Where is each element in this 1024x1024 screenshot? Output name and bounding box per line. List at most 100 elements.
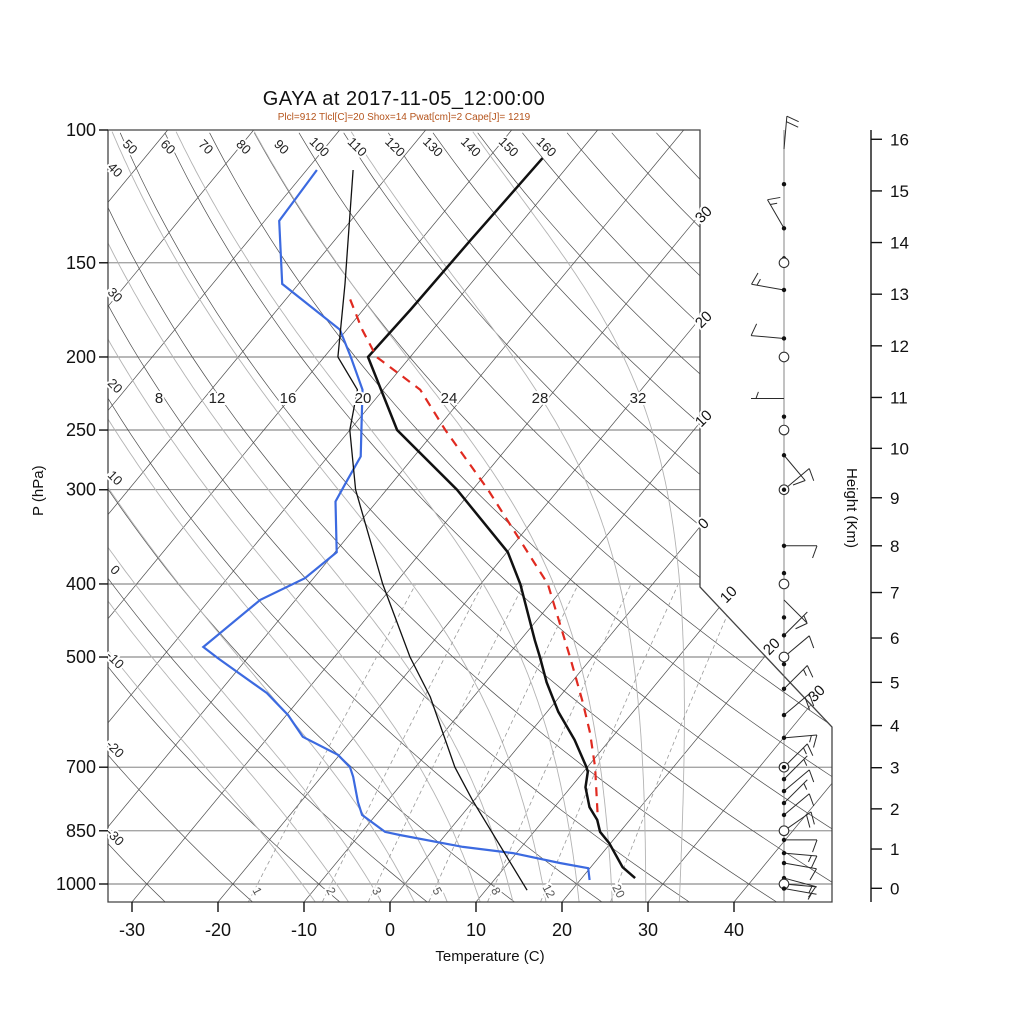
level-circle-marker (778, 578, 790, 590)
temperature-tick-label: -20 (205, 920, 231, 940)
svg-text:130: 130 (420, 134, 446, 160)
parcel-curve (347, 295, 599, 813)
svg-text:2: 2 (323, 885, 339, 898)
height-tick-label: 6 (890, 629, 899, 648)
height-tick-label: 2 (890, 800, 899, 819)
level-dot-marker (781, 336, 787, 341)
level-dot-marker (781, 453, 787, 458)
svg-text:12: 12 (539, 882, 558, 901)
chart-parameters: Plcl=912 Tlcl[C]=20 Shox=14 Pwat[cm]=2 C… (277, 112, 531, 123)
height-tick-label: 10 (890, 439, 909, 458)
svg-text:32: 32 (630, 390, 647, 407)
level-dot-marker (781, 226, 787, 231)
height-tick-label: 7 (890, 584, 899, 603)
level-dot-marker (781, 414, 787, 419)
height-tick-label: 5 (890, 673, 899, 692)
temperature-curve (366, 157, 636, 880)
level-dot-marker (781, 487, 787, 492)
svg-text:110: 110 (345, 134, 370, 159)
pressure-tick-label: 500 (66, 647, 96, 667)
svg-text:20: 20 (355, 390, 372, 407)
svg-text:-10: -10 (103, 648, 127, 672)
svg-text:150: 150 (496, 134, 522, 160)
level-circle-marker (778, 651, 790, 663)
height-tick-label: 0 (890, 879, 899, 898)
pressure-tick-label: 250 (66, 420, 96, 440)
temperature-axis-label: Temperature (C) (435, 948, 545, 965)
skewt-background (108, 130, 832, 902)
temperature-tick-label: -30 (119, 920, 145, 940)
svg-text:10: 10 (692, 407, 716, 431)
height-tick-label: 8 (890, 537, 899, 556)
height-tick-label: 1 (890, 840, 899, 859)
temperature-tick-label: 10 (466, 920, 486, 940)
temperature-tick-label: 0 (385, 920, 395, 940)
level-dot-marker (781, 543, 787, 548)
svg-text:0: 0 (107, 562, 123, 578)
level-dot-marker (781, 800, 787, 806)
sounding-curves (201, 157, 636, 891)
temperature-tick-label: 20 (552, 920, 572, 940)
level-dot-marker (781, 776, 787, 782)
svg-text:3: 3 (369, 885, 385, 898)
height-tick-label: 14 (890, 234, 909, 253)
height-tick-label: 15 (890, 182, 909, 201)
level-dot-marker (781, 712, 787, 718)
level-dot-marker (781, 615, 787, 620)
level-dot-marker (781, 860, 787, 866)
wind-barb-column (750, 115, 818, 902)
chart-title: GAYA at 2017-11-05_12:00:00 (262, 88, 546, 110)
pressure-tick-label: 300 (66, 480, 96, 500)
temperature-tick-label: 40 (724, 920, 744, 940)
level-dot-marker (781, 181, 787, 187)
pressure-tick-label: 200 (66, 347, 96, 367)
height-tick-label: 4 (890, 717, 899, 736)
pressure-tick-label: 100 (66, 120, 96, 140)
svg-text:5: 5 (429, 885, 445, 898)
level-dot-marker (781, 886, 787, 891)
level-dot-marker (781, 287, 787, 293)
level-dot-marker (781, 788, 787, 794)
svg-text:10: 10 (717, 583, 741, 607)
height-tick-label: 16 (890, 130, 909, 149)
svg-text:1: 1 (249, 885, 265, 898)
level-circle-marker (778, 351, 790, 363)
svg-text:160: 160 (534, 134, 560, 160)
height-tick-label: 11 (890, 388, 908, 407)
temperature-tick-label: -10 (291, 920, 317, 940)
level-dot-marker (781, 812, 787, 818)
dewpoint-curve (201, 169, 591, 881)
pressure-tick-label: 850 (66, 821, 96, 841)
level-circle-marker (778, 257, 790, 269)
svg-text:8: 8 (488, 885, 504, 898)
svg-text:24: 24 (441, 390, 458, 407)
svg-text:12: 12 (209, 390, 226, 407)
svg-text:80: 80 (233, 136, 254, 157)
svg-text:-20: -20 (103, 737, 127, 761)
level-dot-marker (781, 765, 787, 770)
pressure-tick-label: 150 (66, 253, 96, 273)
level-dot-marker (781, 570, 787, 576)
svg-text:100: 100 (306, 134, 332, 160)
pressure-tick-label: 1000 (56, 874, 96, 894)
grid-labels: 50 60 70 80 90 100 110 120 130 140 150 160403020100… (101, 132, 830, 903)
level-circle-marker (778, 424, 790, 436)
level-circle-marker (778, 825, 790, 837)
height-tick-label: 9 (890, 489, 899, 508)
pressure-tick-label: 700 (66, 757, 96, 777)
level-dot-marker (781, 686, 787, 692)
level-dot-marker (781, 661, 787, 667)
height-tick-label: 3 (890, 759, 899, 778)
temperature-tick-label: 30 (638, 920, 658, 940)
axes (99, 129, 882, 912)
svg-text:-30: -30 (103, 825, 127, 849)
pressure-tick-label: 400 (66, 574, 96, 594)
level-dot-marker (781, 633, 787, 638)
level-dot-marker (781, 850, 787, 856)
svg-text:16: 16 (280, 390, 297, 407)
reference-profile-curve (337, 169, 528, 891)
height-tick-label: 12 (890, 337, 909, 356)
svg-text:28: 28 (532, 390, 549, 407)
